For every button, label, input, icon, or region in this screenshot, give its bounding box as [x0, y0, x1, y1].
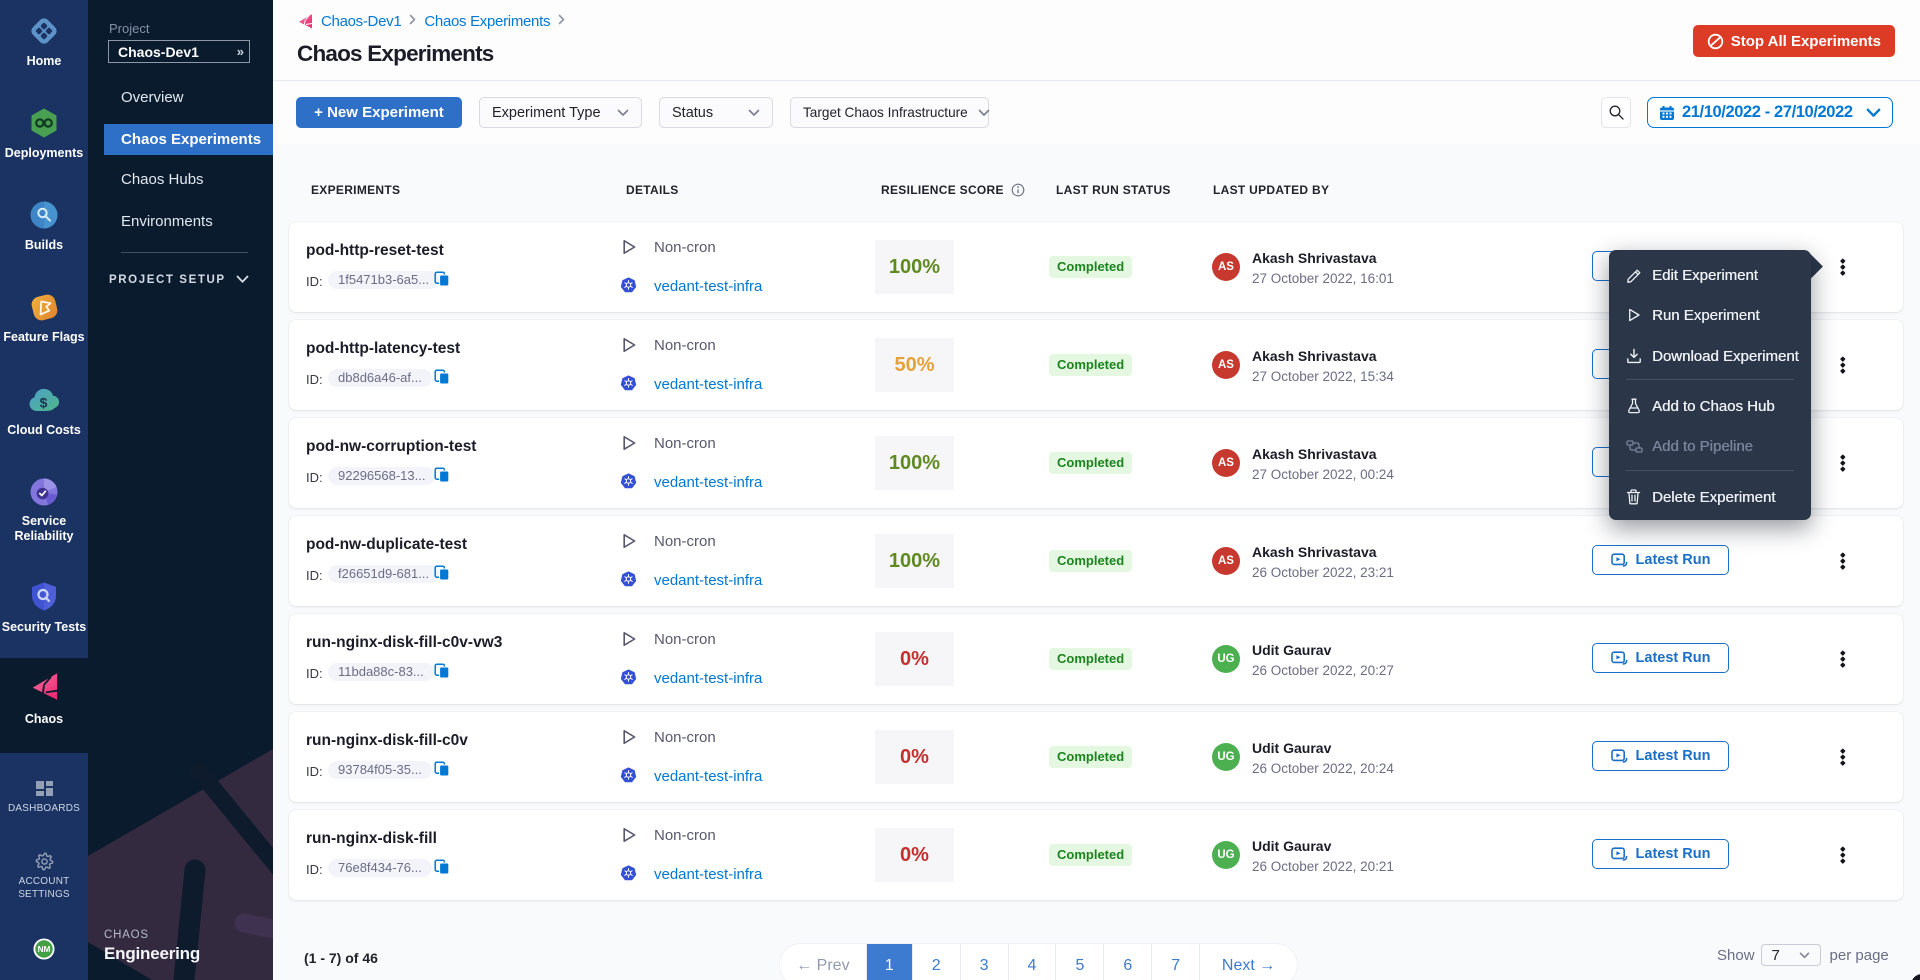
- svg-text:NM: NM: [38, 945, 51, 954]
- svg-text:$: $: [40, 395, 48, 411]
